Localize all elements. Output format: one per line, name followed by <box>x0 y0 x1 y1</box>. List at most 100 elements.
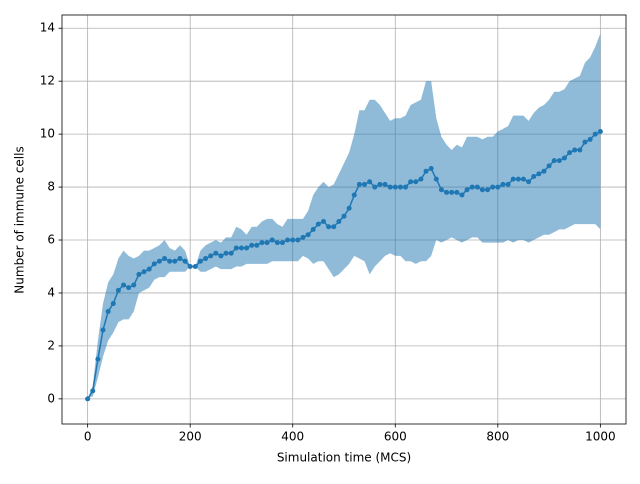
point <box>433 176 439 182</box>
point <box>423 168 429 174</box>
point <box>367 179 373 185</box>
point <box>490 184 496 190</box>
y-axis-label: Number of immune cells <box>13 146 27 293</box>
point <box>387 184 393 190</box>
point <box>341 213 347 219</box>
point <box>238 245 244 251</box>
point <box>377 181 383 187</box>
point <box>331 224 337 230</box>
point <box>187 263 193 269</box>
point <box>300 234 306 240</box>
y-tick-label: 6 <box>47 233 55 247</box>
point <box>454 189 460 195</box>
point <box>597 128 603 134</box>
x-tick-label: 200 <box>179 430 202 444</box>
point <box>515 176 521 182</box>
point <box>95 356 101 362</box>
point <box>315 221 321 227</box>
point <box>336 218 342 224</box>
point <box>382 181 388 187</box>
point <box>428 166 434 172</box>
point <box>397 184 403 190</box>
point <box>362 181 368 187</box>
point <box>249 242 255 248</box>
point <box>505 181 511 187</box>
point <box>197 258 203 264</box>
point <box>372 184 378 190</box>
point <box>259 240 265 246</box>
x-tick-label: 600 <box>384 430 407 444</box>
point <box>474 184 480 190</box>
y-tick-label: 14 <box>40 21 55 35</box>
point <box>305 232 311 238</box>
point <box>444 189 450 195</box>
y-tick-label: 8 <box>47 180 55 194</box>
point <box>182 258 188 264</box>
point <box>274 240 280 246</box>
point <box>223 250 229 256</box>
point <box>592 131 598 137</box>
point <box>110 301 116 307</box>
point <box>520 176 526 182</box>
point <box>510 176 516 182</box>
point <box>85 396 91 402</box>
point <box>177 256 183 262</box>
point <box>418 176 424 182</box>
point <box>269 237 275 243</box>
point <box>320 218 326 224</box>
point <box>408 179 414 185</box>
point <box>295 237 301 243</box>
point <box>459 192 465 198</box>
x-tick-label: 400 <box>281 430 304 444</box>
point <box>156 258 162 264</box>
point <box>326 224 332 230</box>
point <box>254 242 260 248</box>
point <box>531 173 537 179</box>
y-tick-label: 4 <box>47 285 55 299</box>
point <box>279 240 285 246</box>
point <box>172 258 178 264</box>
point <box>121 282 127 288</box>
point <box>192 263 198 269</box>
point <box>162 256 168 262</box>
point <box>105 308 111 314</box>
point <box>90 388 96 394</box>
y-tick-label: 10 <box>40 127 55 141</box>
point <box>536 171 542 177</box>
x-axis-label: Simulation time (MCS) <box>277 451 411 465</box>
point <box>264 240 270 246</box>
point <box>546 163 552 169</box>
point <box>100 327 106 333</box>
point <box>403 184 409 190</box>
point <box>285 237 291 243</box>
point <box>582 139 588 145</box>
point <box>228 250 234 256</box>
point <box>438 187 444 193</box>
point <box>449 189 455 195</box>
point <box>213 250 219 256</box>
point <box>541 168 547 174</box>
point <box>413 179 419 185</box>
point <box>126 285 132 291</box>
point <box>244 245 250 251</box>
point <box>115 287 121 293</box>
point <box>587 136 593 142</box>
point <box>495 184 501 190</box>
x-tick-label: 1000 <box>585 430 616 444</box>
axes-frame <box>61 14 627 425</box>
point <box>146 266 152 272</box>
point <box>203 256 209 262</box>
point <box>136 271 142 277</box>
point <box>290 237 296 243</box>
point <box>310 226 316 232</box>
point <box>500 181 506 187</box>
point <box>485 187 491 193</box>
point <box>141 269 147 275</box>
point <box>218 253 224 259</box>
point <box>567 150 573 156</box>
y-tick-label: 2 <box>47 338 55 352</box>
point <box>351 192 357 198</box>
point <box>151 261 157 267</box>
point <box>392 184 398 190</box>
point <box>551 158 557 164</box>
